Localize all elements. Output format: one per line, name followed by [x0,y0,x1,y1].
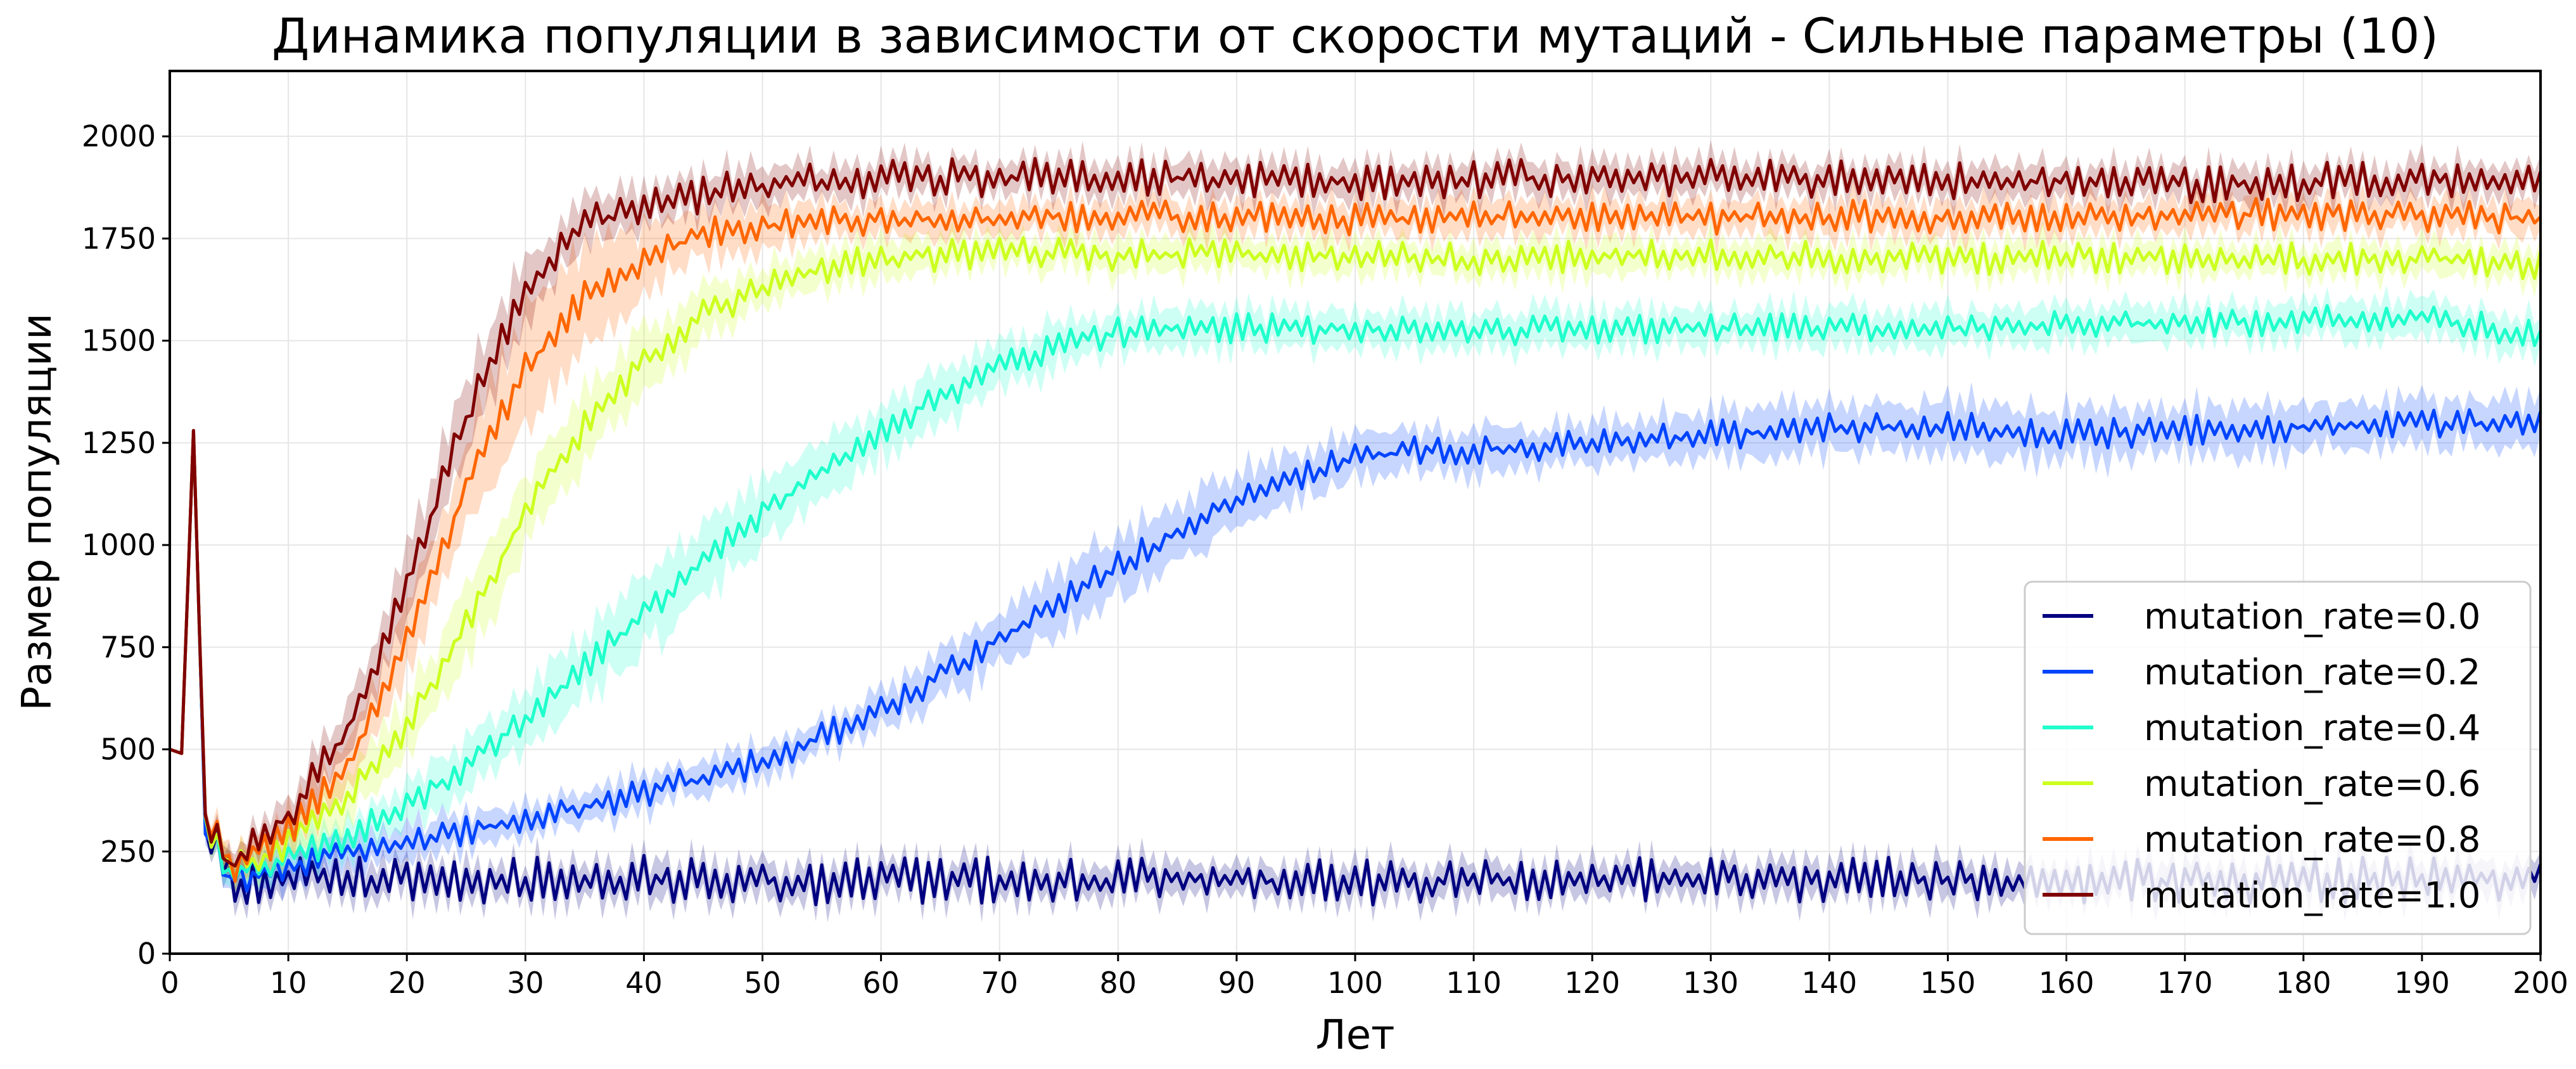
x-tick-label: 200 [2513,966,2568,1000]
series-line [169,157,2542,868]
x-tick-label: 140 [1801,966,1857,1000]
series-line [169,304,2542,882]
x-tick-label: 80 [1100,966,1137,1000]
y-axis-label: Размер популяции [14,313,61,710]
y-tick-label: 750 [100,630,156,664]
x-tick-label: 120 [1564,966,1620,1000]
series-line [169,408,2542,893]
axis-ticks: 0 10 20 30 40 50 60 70 80 90 100 110 120 130 140 150 160… [82,119,2568,1000]
confidence-band [170,381,2541,907]
x-tick-label: 110 [1446,966,1502,1000]
chart-title: Динамика популяции в зависимости от скор… [272,8,2439,64]
x-tick-label: 170 [2157,966,2213,1000]
y-tick-label: 1000 [82,528,156,562]
series-line [169,236,2542,882]
x-tick-label: 40 [625,966,663,1000]
y-tick-label: 1750 [82,221,156,255]
x-tick-label: 150 [1920,966,1976,1000]
y-tick-label: 500 [100,733,156,767]
x-axis-label: Лет [1316,1012,1395,1059]
x-tick-label: 20 [388,966,426,1000]
legend: mutation_rate=0.0 mutation_rate=0.2mutati… [2024,580,2532,935]
x-tick-label: 50 [744,966,781,1000]
x-tick-label: 190 [2394,966,2450,1000]
legend-label: mutation_rate=1.0 [2144,875,2480,916]
legend-box [2024,580,2532,935]
x-tick-label: 10 [270,966,307,1000]
x-tick-label: 160 [2039,966,2095,1000]
legend-label: mutation_rate=0.0 [2144,596,2480,637]
legend-label: mutation_rate=0.8 [2144,819,2480,861]
y-tick-label: 1250 [82,426,156,460]
x-tick-label: 90 [1218,966,1256,1000]
x-tick-label: 100 [1327,966,1383,1000]
y-tick-label: 0 [137,937,156,971]
x-tick-label: 0 [160,966,179,1000]
y-tick-label: 250 [100,835,156,869]
y-tick-label: 2000 [82,119,156,153]
y-tick-label: 1500 [82,324,156,358]
confidence-band [170,285,2541,896]
series-lines [169,157,2542,907]
x-tick-label: 130 [1683,966,1738,1000]
series-line [169,196,2542,883]
x-tick-label: 30 [507,966,544,1000]
legend-label: mutation_rate=0.4 [2144,708,2480,749]
legend-label: mutation_rate=0.6 [2144,764,2480,805]
legend-label: mutation_rate=0.2 [2144,652,2480,693]
x-tick-label: 180 [2276,966,2331,1000]
x-tick-label: 70 [981,966,1018,1000]
x-tick-label: 60 [862,966,900,1000]
